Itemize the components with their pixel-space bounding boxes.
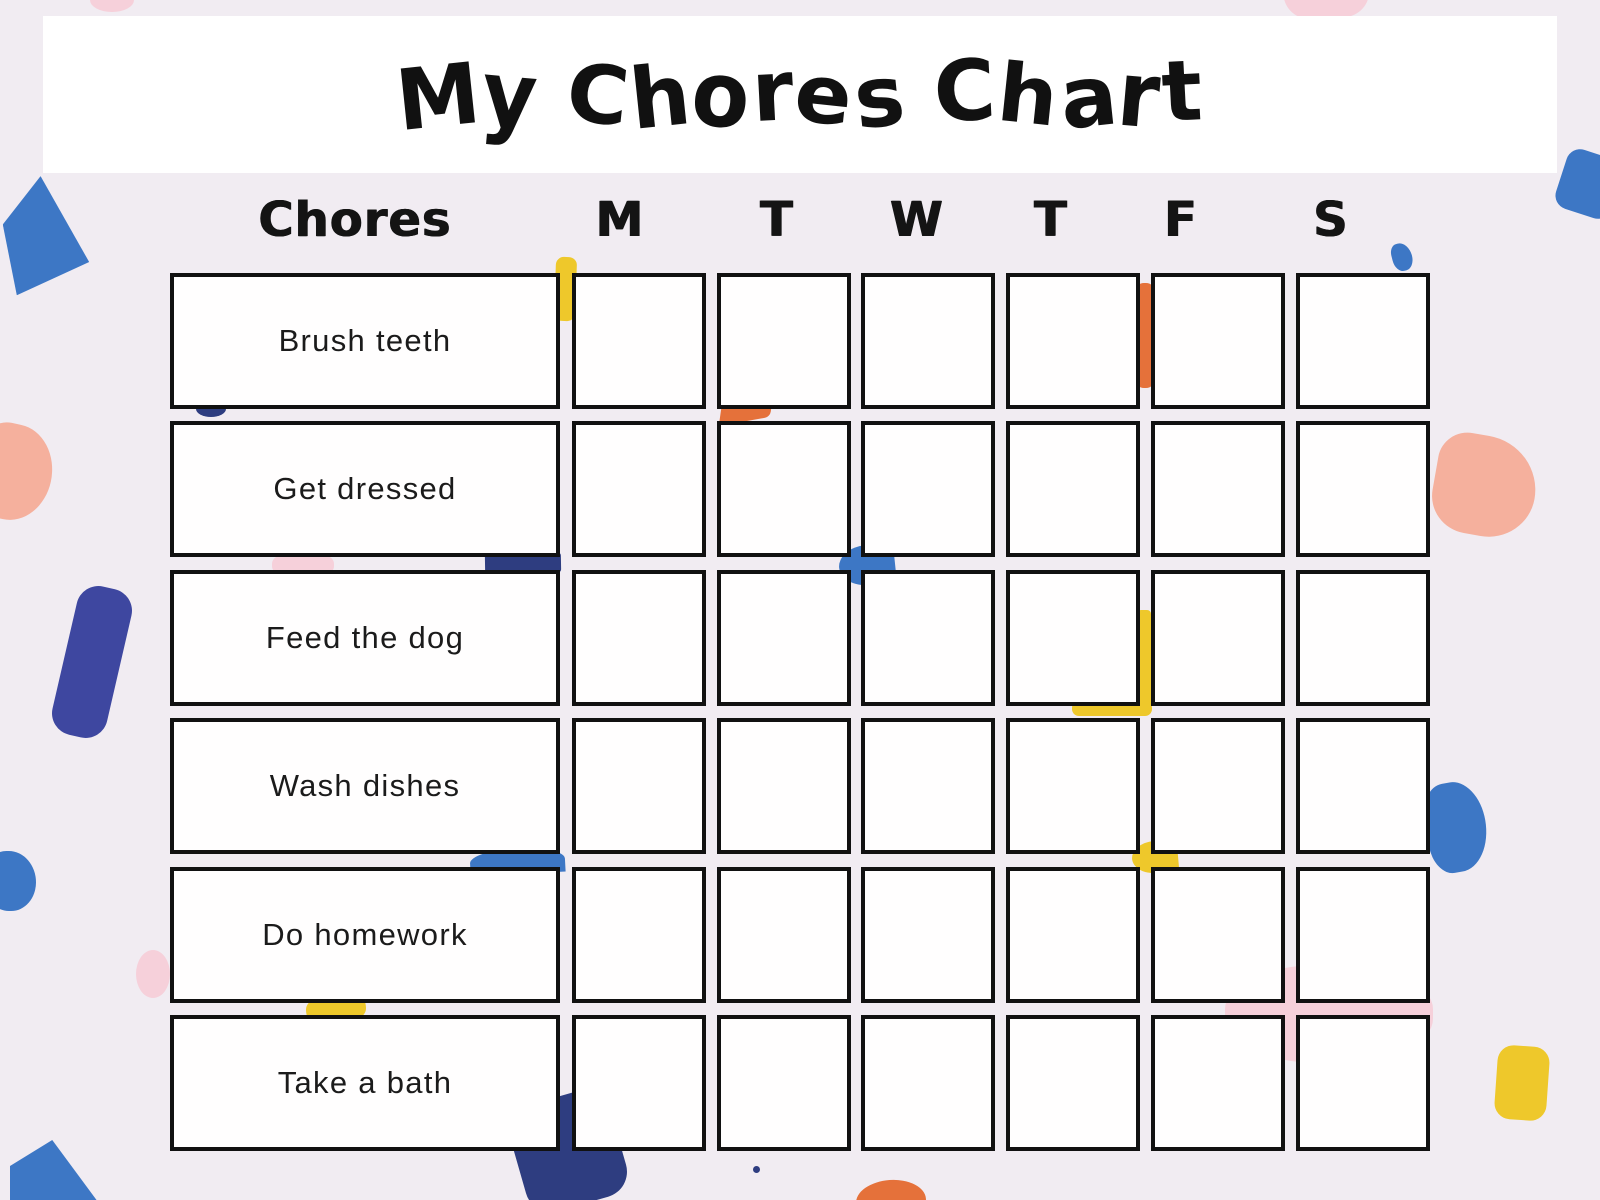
chore-label-box: Do homework: [170, 867, 560, 1003]
day-cell-r4-c5[interactable]: [1151, 718, 1285, 854]
day-cell-r5-c4[interactable]: [1006, 867, 1140, 1003]
day-cell-r5-c6[interactable]: [1296, 867, 1430, 1003]
day-cell-r3-c1[interactable]: [572, 570, 706, 706]
day-cell-r6-c5[interactable]: [1151, 1015, 1285, 1151]
chore-label-box: Brush teeth: [170, 273, 560, 409]
day-cell-r4-c6[interactable]: [1296, 718, 1430, 854]
day-cell-r1-c3[interactable]: [861, 273, 995, 409]
day-cell-r4-c1[interactable]: [572, 718, 706, 854]
day-cell-r3-c3[interactable]: [861, 570, 995, 706]
header-day-monday: M: [595, 192, 645, 248]
day-cell-r6-c6[interactable]: [1296, 1015, 1430, 1151]
chore-label: Do homework: [262, 917, 468, 952]
chore-label: Feed the dog: [265, 620, 465, 655]
confetti-pink-dome-top-left: [90, 0, 134, 12]
chore-row: Do homework: [0, 867, 1600, 1003]
chore-label-box: Wash dishes: [170, 718, 560, 854]
day-cell-r4-c3[interactable]: [861, 718, 995, 854]
confetti-orange-stick-gap-f: [1135, 283, 1155, 388]
header-day-saturday: S: [1313, 192, 1349, 248]
day-cell-r5-c5[interactable]: [1151, 867, 1285, 1003]
header-day-friday: F: [1164, 192, 1198, 248]
chore-label-box: Get dressed: [170, 421, 560, 557]
chore-row: Feed the dog: [0, 570, 1600, 706]
day-cell-r1-c5[interactable]: [1151, 273, 1285, 409]
day-cell-r4-c4[interactable]: [1006, 718, 1140, 854]
day-cell-r1-c2[interactable]: [717, 273, 851, 409]
header-day-wednesday: W: [890, 192, 944, 248]
day-cell-r5-c1[interactable]: [572, 867, 706, 1003]
day-cell-r6-c3[interactable]: [861, 1015, 995, 1151]
chore-label-box: Feed the dog: [170, 570, 560, 706]
day-cell-r3-c6[interactable]: [1296, 570, 1430, 706]
day-cell-r6-c4[interactable]: [1006, 1015, 1140, 1151]
day-cell-r1-c6[interactable]: [1296, 273, 1430, 409]
day-cell-r2-c5[interactable]: [1151, 421, 1285, 557]
day-cell-r2-c4[interactable]: [1006, 421, 1140, 557]
chore-label-box: Take a bath: [170, 1015, 560, 1151]
day-cell-r5-c3[interactable]: [861, 867, 995, 1003]
chore-label: Wash dishes: [269, 768, 461, 803]
day-cell-r2-c1[interactable]: [572, 421, 706, 557]
header-day-tuesday: T: [760, 192, 794, 248]
chore-row: Brush teeth: [0, 273, 1600, 409]
day-cell-r5-c2[interactable]: [717, 867, 851, 1003]
chore-row: Wash dishes: [0, 718, 1600, 854]
confetti-pink-dash-row-gap: [272, 556, 334, 574]
header-chores: Chores: [258, 192, 452, 248]
chore-row: Get dressed: [0, 421, 1600, 557]
header-day-thursday: T: [1034, 192, 1068, 248]
confetti-dark-dot-bottom: [753, 1166, 760, 1173]
day-cell-r6-c2[interactable]: [717, 1015, 851, 1151]
day-cell-r1-c4[interactable]: [1006, 273, 1140, 409]
day-cell-r6-c1[interactable]: [572, 1015, 706, 1151]
day-cell-r2-c3[interactable]: [861, 421, 995, 557]
day-cell-r1-c1[interactable]: [572, 273, 706, 409]
day-cell-r4-c2[interactable]: [717, 718, 851, 854]
day-cell-r3-c5[interactable]: [1151, 570, 1285, 706]
chore-label: Take a bath: [277, 1065, 453, 1100]
chore-row: Take a bath: [0, 1015, 1600, 1151]
confetti-pink-dot-left: [136, 950, 170, 998]
day-cell-r3-c2[interactable]: [717, 570, 851, 706]
confetti-yellow-stick-vertical-gap: [1137, 610, 1151, 714]
day-cell-r2-c6[interactable]: [1296, 421, 1430, 557]
chore-label: Get dressed: [273, 471, 457, 506]
day-cell-r3-c4[interactable]: [1006, 570, 1140, 706]
title-banner: My Chores Chart: [43, 16, 1557, 173]
chore-label: Brush teeth: [278, 323, 452, 358]
day-cell-r2-c2[interactable]: [717, 421, 851, 557]
